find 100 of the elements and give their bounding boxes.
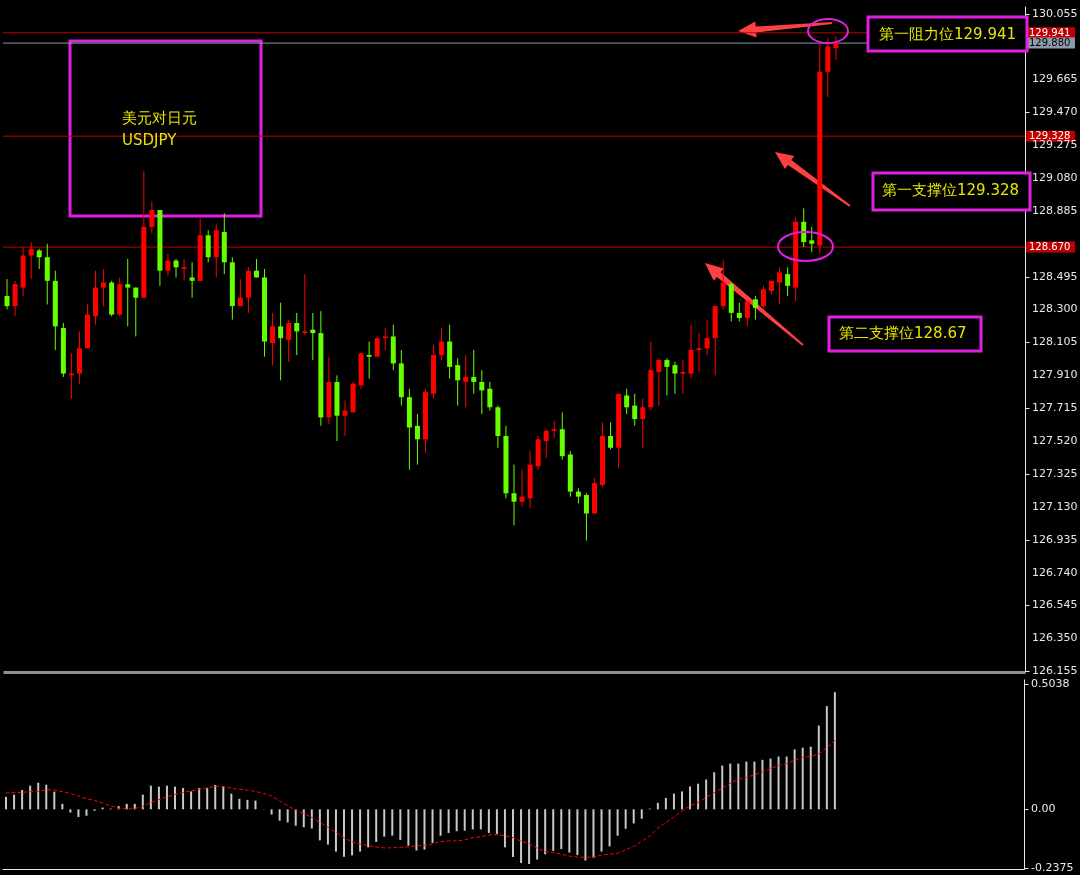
bar [455,809,458,832]
candlestick [744,300,750,327]
bar [238,798,241,810]
bar [817,725,820,810]
bar [367,809,370,848]
bar [45,784,48,810]
candlestick [760,285,766,309]
candlestick [479,369,485,415]
bar [777,756,780,810]
annotation: 第一阻力位129.941 [879,25,1017,43]
bar [310,809,313,829]
bar [833,692,836,810]
y-tick-label: 127.715 [1032,401,1078,415]
bar [737,763,740,810]
candlestick [463,354,469,408]
bar [664,797,667,810]
bar [334,809,337,852]
bar [182,787,185,810]
candlestick [302,273,308,336]
line-series [5,740,836,858]
bar [157,786,160,810]
y-tick-label: 126.545 [1032,598,1078,612]
bar [785,756,788,810]
bar [278,809,281,821]
bar [528,809,531,865]
candlestick [205,229,211,263]
bar [809,746,812,810]
candlestick [133,287,139,337]
candlestick [12,280,18,317]
candlestick [640,398,646,449]
y-tick-label: 130.055 [1032,6,1078,20]
bar [479,809,482,830]
bar [729,763,732,810]
bar [600,809,603,852]
y-tick-label: 0.00 [1031,802,1056,816]
candlestick [101,268,107,307]
bar [769,758,772,810]
bar [745,761,748,810]
y-tick-label: 128.105 [1032,335,1078,349]
candlestick [833,35,839,61]
y-tick-label: 129.080 [1032,170,1078,184]
candlestick [624,388,630,415]
bar [721,765,724,810]
bar [624,809,627,829]
candlestick [414,413,420,466]
candlestick [632,393,638,427]
candlestick [704,319,710,356]
bar [576,809,579,856]
bar [713,772,716,810]
y-tick-label: -0.2375 [1031,861,1074,875]
candlestick [785,266,791,297]
annotation: 美元对日元 [122,109,197,127]
bar [656,802,659,810]
candlestick [294,312,300,356]
bar [447,809,450,833]
bar [705,779,708,810]
bar [286,809,289,823]
candlestick [382,327,388,351]
bar [560,809,563,850]
candlestick [519,469,525,508]
bar [230,793,233,810]
candlestick [752,295,758,321]
bar [632,809,635,824]
bar [343,809,346,857]
ref-line-label: 129.880 [1029,37,1071,49]
candlestick [189,261,195,299]
bar [326,809,329,845]
candlestick [543,428,549,459]
candlestick [366,341,372,380]
candlestick [736,302,742,322]
bar [399,809,402,840]
bar [753,761,756,810]
bar [463,809,466,831]
bar [5,796,8,810]
bar [383,809,386,837]
bar [190,791,193,810]
candlestick [455,357,461,407]
candlestick [270,312,276,366]
y-tick-label: 127.910 [1032,368,1078,382]
bar [544,809,547,855]
y-tick-label: 129.665 [1032,72,1078,86]
bar [77,809,80,818]
candlestick [439,327,445,361]
bar [214,784,217,810]
bar [568,809,571,853]
y-tick-label: 127.325 [1032,466,1078,480]
candlestick [680,359,686,395]
bar [689,786,692,810]
bar [254,800,257,810]
y-tick-label: 126.155 [1032,664,1078,678]
y-tick-label: 126.350 [1032,631,1078,645]
bar [29,785,32,810]
bar [431,809,434,843]
bar [584,809,587,861]
bar [697,783,700,810]
bar [53,791,56,810]
bar [761,759,764,810]
annotation: USDJPY [122,131,177,149]
bar [69,809,72,813]
bar [85,809,88,816]
